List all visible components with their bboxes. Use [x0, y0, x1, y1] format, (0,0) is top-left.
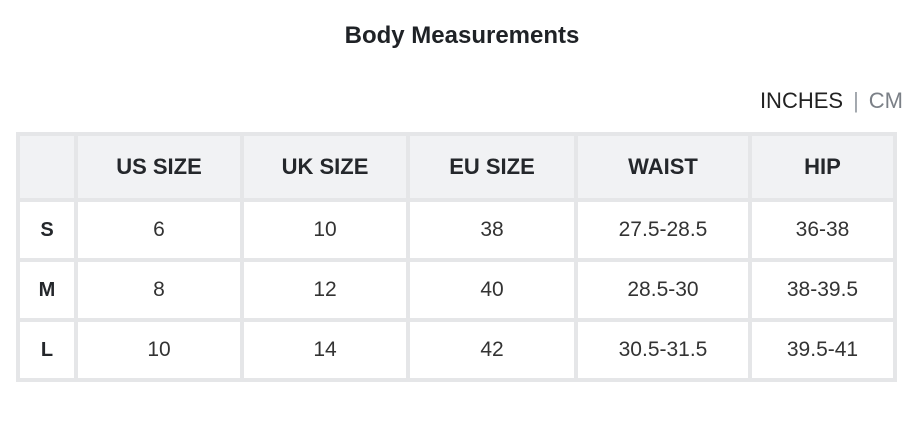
table-cell: 10 [74, 318, 244, 382]
size-label-cell: S [16, 198, 78, 262]
table-cell: 39.5-41 [748, 318, 897, 382]
unit-cm-option[interactable]: CM [868, 88, 903, 113]
column-header: UK SIZE [240, 132, 410, 202]
table-cell: 8 [74, 258, 244, 322]
table-row: L 10 14 42 30.5-31.5 39.5-41 [16, 318, 897, 382]
table-cell: 36-38 [748, 198, 897, 262]
table-cell: 27.5-28.5 [574, 198, 752, 262]
table-cell: 6 [74, 198, 244, 262]
size-label-cell: M [16, 258, 78, 322]
table-cell: 12 [240, 258, 410, 322]
column-header: HIP [748, 132, 897, 202]
table-cell: 42 [406, 318, 578, 382]
size-chart-table: US SIZE UK SIZE EU SIZE WAIST HIP S 6 10 38 27.5… [16, 132, 897, 382]
table-cell: 30.5-31.5 [574, 318, 752, 382]
unit-toggle: INCHES | CM [760, 88, 903, 114]
column-header [16, 132, 78, 202]
table-header-row: US SIZE UK SIZE EU SIZE WAIST HIP [16, 132, 897, 202]
table-cell: 28.5-30 [574, 258, 752, 322]
size-label-cell: L [16, 318, 78, 382]
table-row: S 6 10 38 27.5-28.5 36-38 [16, 198, 897, 262]
table-cell: 40 [406, 258, 578, 322]
column-header: US SIZE [74, 132, 244, 202]
table-cell: 38 [406, 198, 578, 262]
table-cell: 14 [240, 318, 410, 382]
unit-inches-option[interactable]: INCHES [759, 88, 844, 113]
table-cell: 10 [240, 198, 410, 262]
unit-separator: | [853, 88, 859, 113]
page-title: Body Measurements [344, 22, 580, 49]
table-row: M 8 12 40 28.5-30 38-39.5 [16, 258, 897, 322]
column-header: EU SIZE [406, 132, 578, 202]
table-cell: 38-39.5 [748, 258, 897, 322]
column-header: WAIST [574, 132, 752, 202]
